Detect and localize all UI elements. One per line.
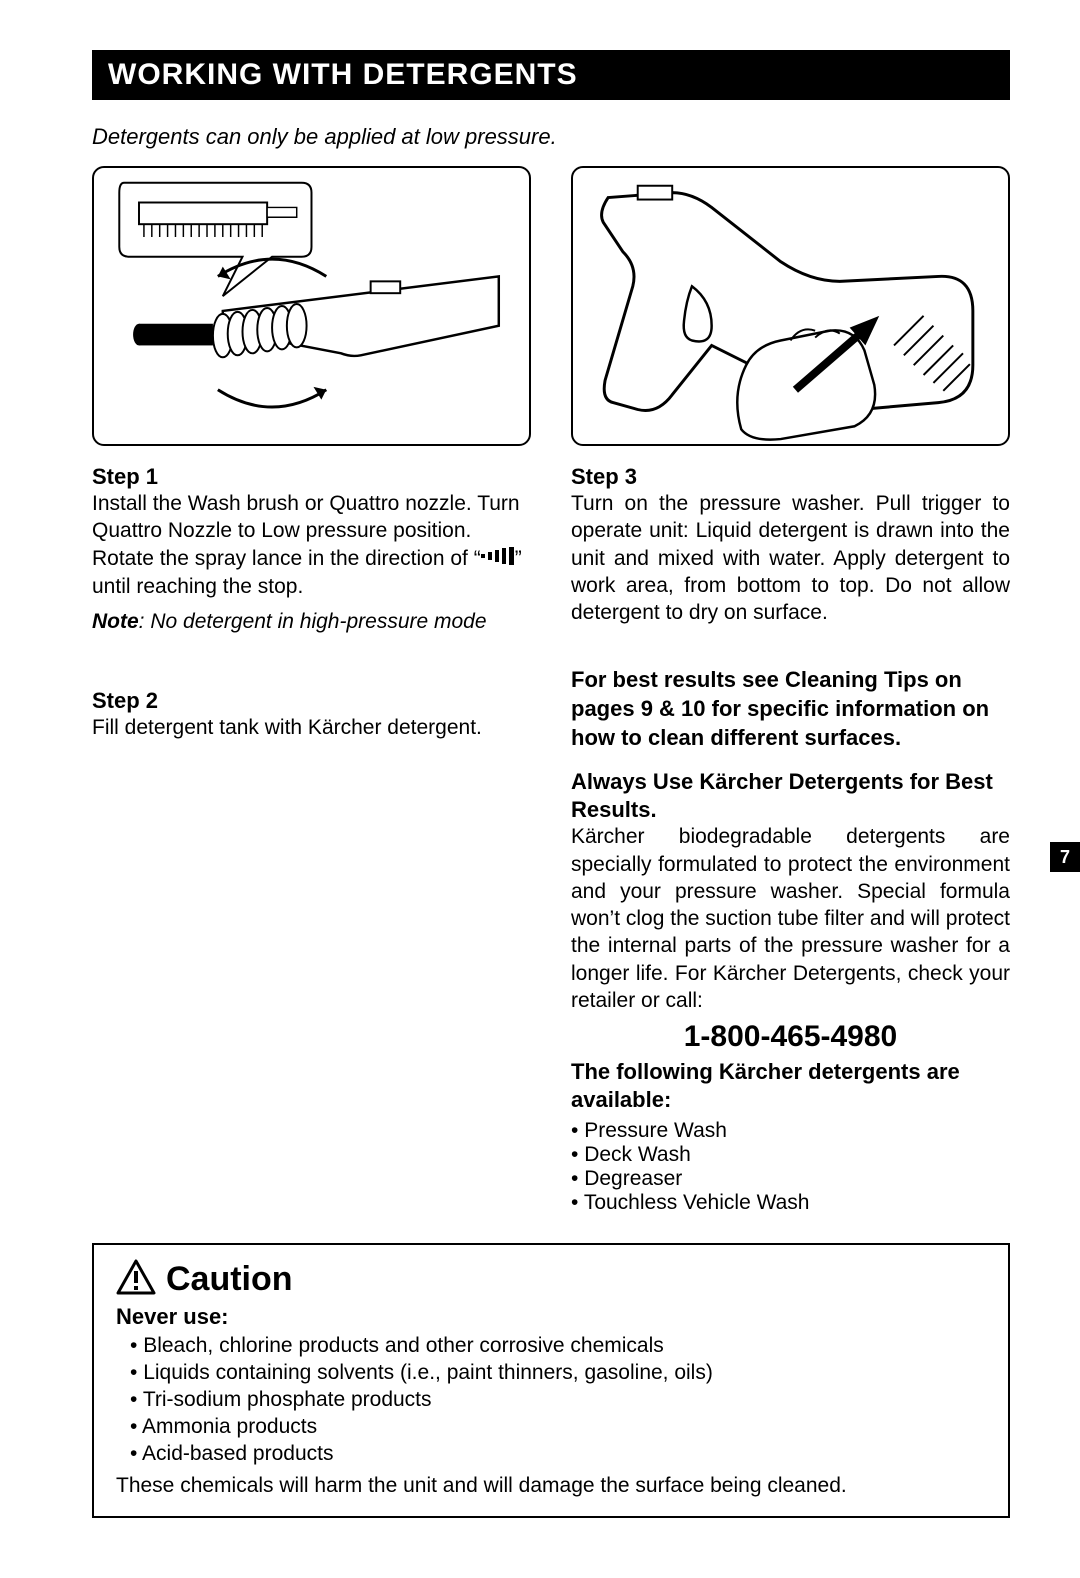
list-item: Acid-based products	[130, 1442, 986, 1466]
list-item: Ammonia products	[130, 1415, 986, 1439]
step3-title: Step 3	[571, 464, 1010, 490]
caution-footer: These chemicals will harm the unit and w…	[116, 1474, 986, 1498]
never-use-label: Never use:	[116, 1304, 986, 1330]
warning-icon	[116, 1259, 156, 1300]
note-rest: : No detergent in high-pressure mode	[139, 610, 487, 633]
step1-note: Note: No detergent in high-pressure mode	[92, 610, 531, 634]
always-use-body: Kärcher biodegradable detergents are spe…	[571, 823, 1010, 1014]
available-head: The following Kärcher detergents are ava…	[571, 1058, 1010, 1113]
intro-text: Detergents can only be applied at low pr…	[92, 124, 1010, 150]
list-item: Deck Wash	[571, 1143, 1010, 1167]
step3-body: Turn on the pressure washer. Pull trigge…	[571, 490, 1010, 626]
list-item: Touchless Vehicle Wash	[571, 1191, 1010, 1215]
spray-pattern-icon	[481, 545, 515, 572]
list-item: Liquids containing solvents (i.e., paint…	[130, 1361, 986, 1385]
step2-body: Fill detergent tank with Kärcher deterge…	[92, 714, 531, 741]
list-item: Bleach, chlorine products and other corr…	[130, 1334, 986, 1358]
illustration-step3	[571, 166, 1010, 446]
cleaning-tips: For best results see Cleaning Tips on pa…	[571, 666, 1010, 752]
detergent-list: Pressure Wash Deck Wash Degreaser Touchl…	[571, 1119, 1010, 1215]
illustration-step1	[92, 166, 531, 446]
step1-title: Step 1	[92, 464, 531, 490]
caution-box: Caution Never use: Bleach, chlorine prod…	[92, 1243, 1010, 1518]
step1-line2a: Rotate the spray lance in the direction …	[92, 547, 481, 570]
note-label: Note	[92, 610, 139, 633]
left-column: Step 1 Install the Wash brush or Quattro…	[92, 166, 531, 1215]
always-use-head: Always Use Kärcher Detergents for Best R…	[571, 768, 1010, 823]
step1-line1: Install the Wash brush or Quattro nozzle…	[92, 492, 520, 542]
right-column: Step 3 Turn on the pressure washer. Pull…	[571, 166, 1010, 1215]
phone-number: 1-800-465-4980	[571, 1020, 1010, 1054]
list-item: Tri-sodium phosphate products	[130, 1388, 986, 1412]
never-use-list: Bleach, chlorine products and other corr…	[116, 1334, 986, 1466]
list-item: Pressure Wash	[571, 1119, 1010, 1143]
step1-body: Install the Wash brush or Quattro nozzle…	[92, 490, 531, 600]
caution-title: Caution	[166, 1260, 293, 1299]
list-item: Degreaser	[571, 1167, 1010, 1191]
section-header: WORKING WITH DETERGENTS	[92, 50, 1010, 100]
step2-title: Step 2	[92, 688, 531, 714]
page-number-tab: 7	[1050, 842, 1080, 872]
